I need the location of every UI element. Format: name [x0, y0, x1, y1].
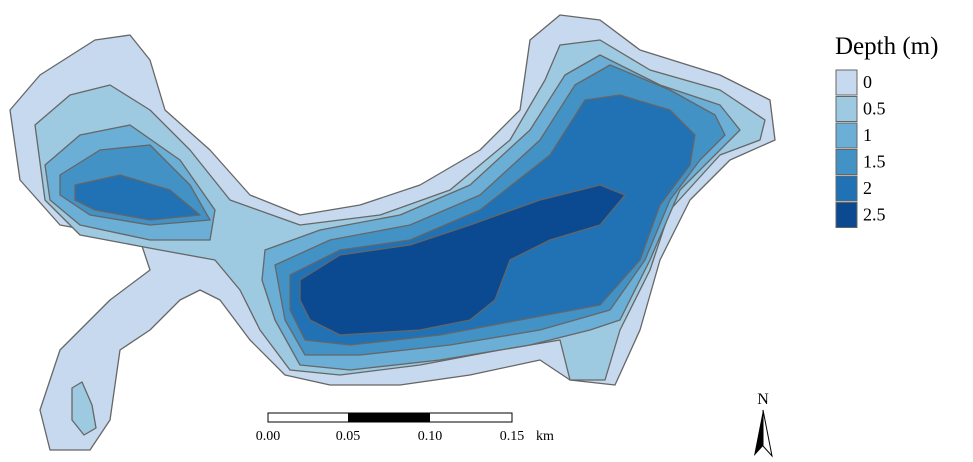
north-label: N — [757, 391, 769, 408]
scale-bar: 0.00 0.05 0.10 0.15 km — [256, 412, 554, 444]
scale-unit: km — [536, 429, 554, 444]
legend-label: 2 — [863, 178, 872, 198]
arrow-half — [754, 410, 763, 456]
legend-label: 1 — [863, 125, 872, 145]
legend: 0 0.5 1 1.5 2 2.5 — [835, 69, 886, 228]
scale-label: 0.10 — [418, 429, 443, 444]
legend-swatch — [835, 149, 858, 175]
depth-contour — [71, 381, 97, 436]
legend-label: 2.5 — [863, 205, 886, 225]
arrow-half — [762, 409, 773, 458]
scale-label: 0.05 — [336, 429, 361, 444]
legend-title: Depth (m) — [835, 33, 938, 60]
legend-swatch — [835, 122, 858, 149]
legend-label: 1.5 — [863, 152, 886, 172]
legend-swatch — [835, 202, 858, 228]
depth-contour — [74, 174, 201, 221]
lake — [9, 14, 776, 451]
legend-swatch — [835, 175, 858, 202]
legend-label: 0.5 — [863, 99, 886, 119]
scale-label: 0.00 — [256, 429, 281, 444]
legend-swatch — [835, 96, 858, 122]
north-arrow: N — [754, 391, 773, 458]
legend-swatch — [835, 69, 858, 96]
scale-label: 0.15 — [500, 429, 525, 444]
depth-contour — [299, 184, 626, 336]
scale-bar-segment — [348, 413, 430, 422]
legend-label: 0 — [863, 72, 872, 92]
